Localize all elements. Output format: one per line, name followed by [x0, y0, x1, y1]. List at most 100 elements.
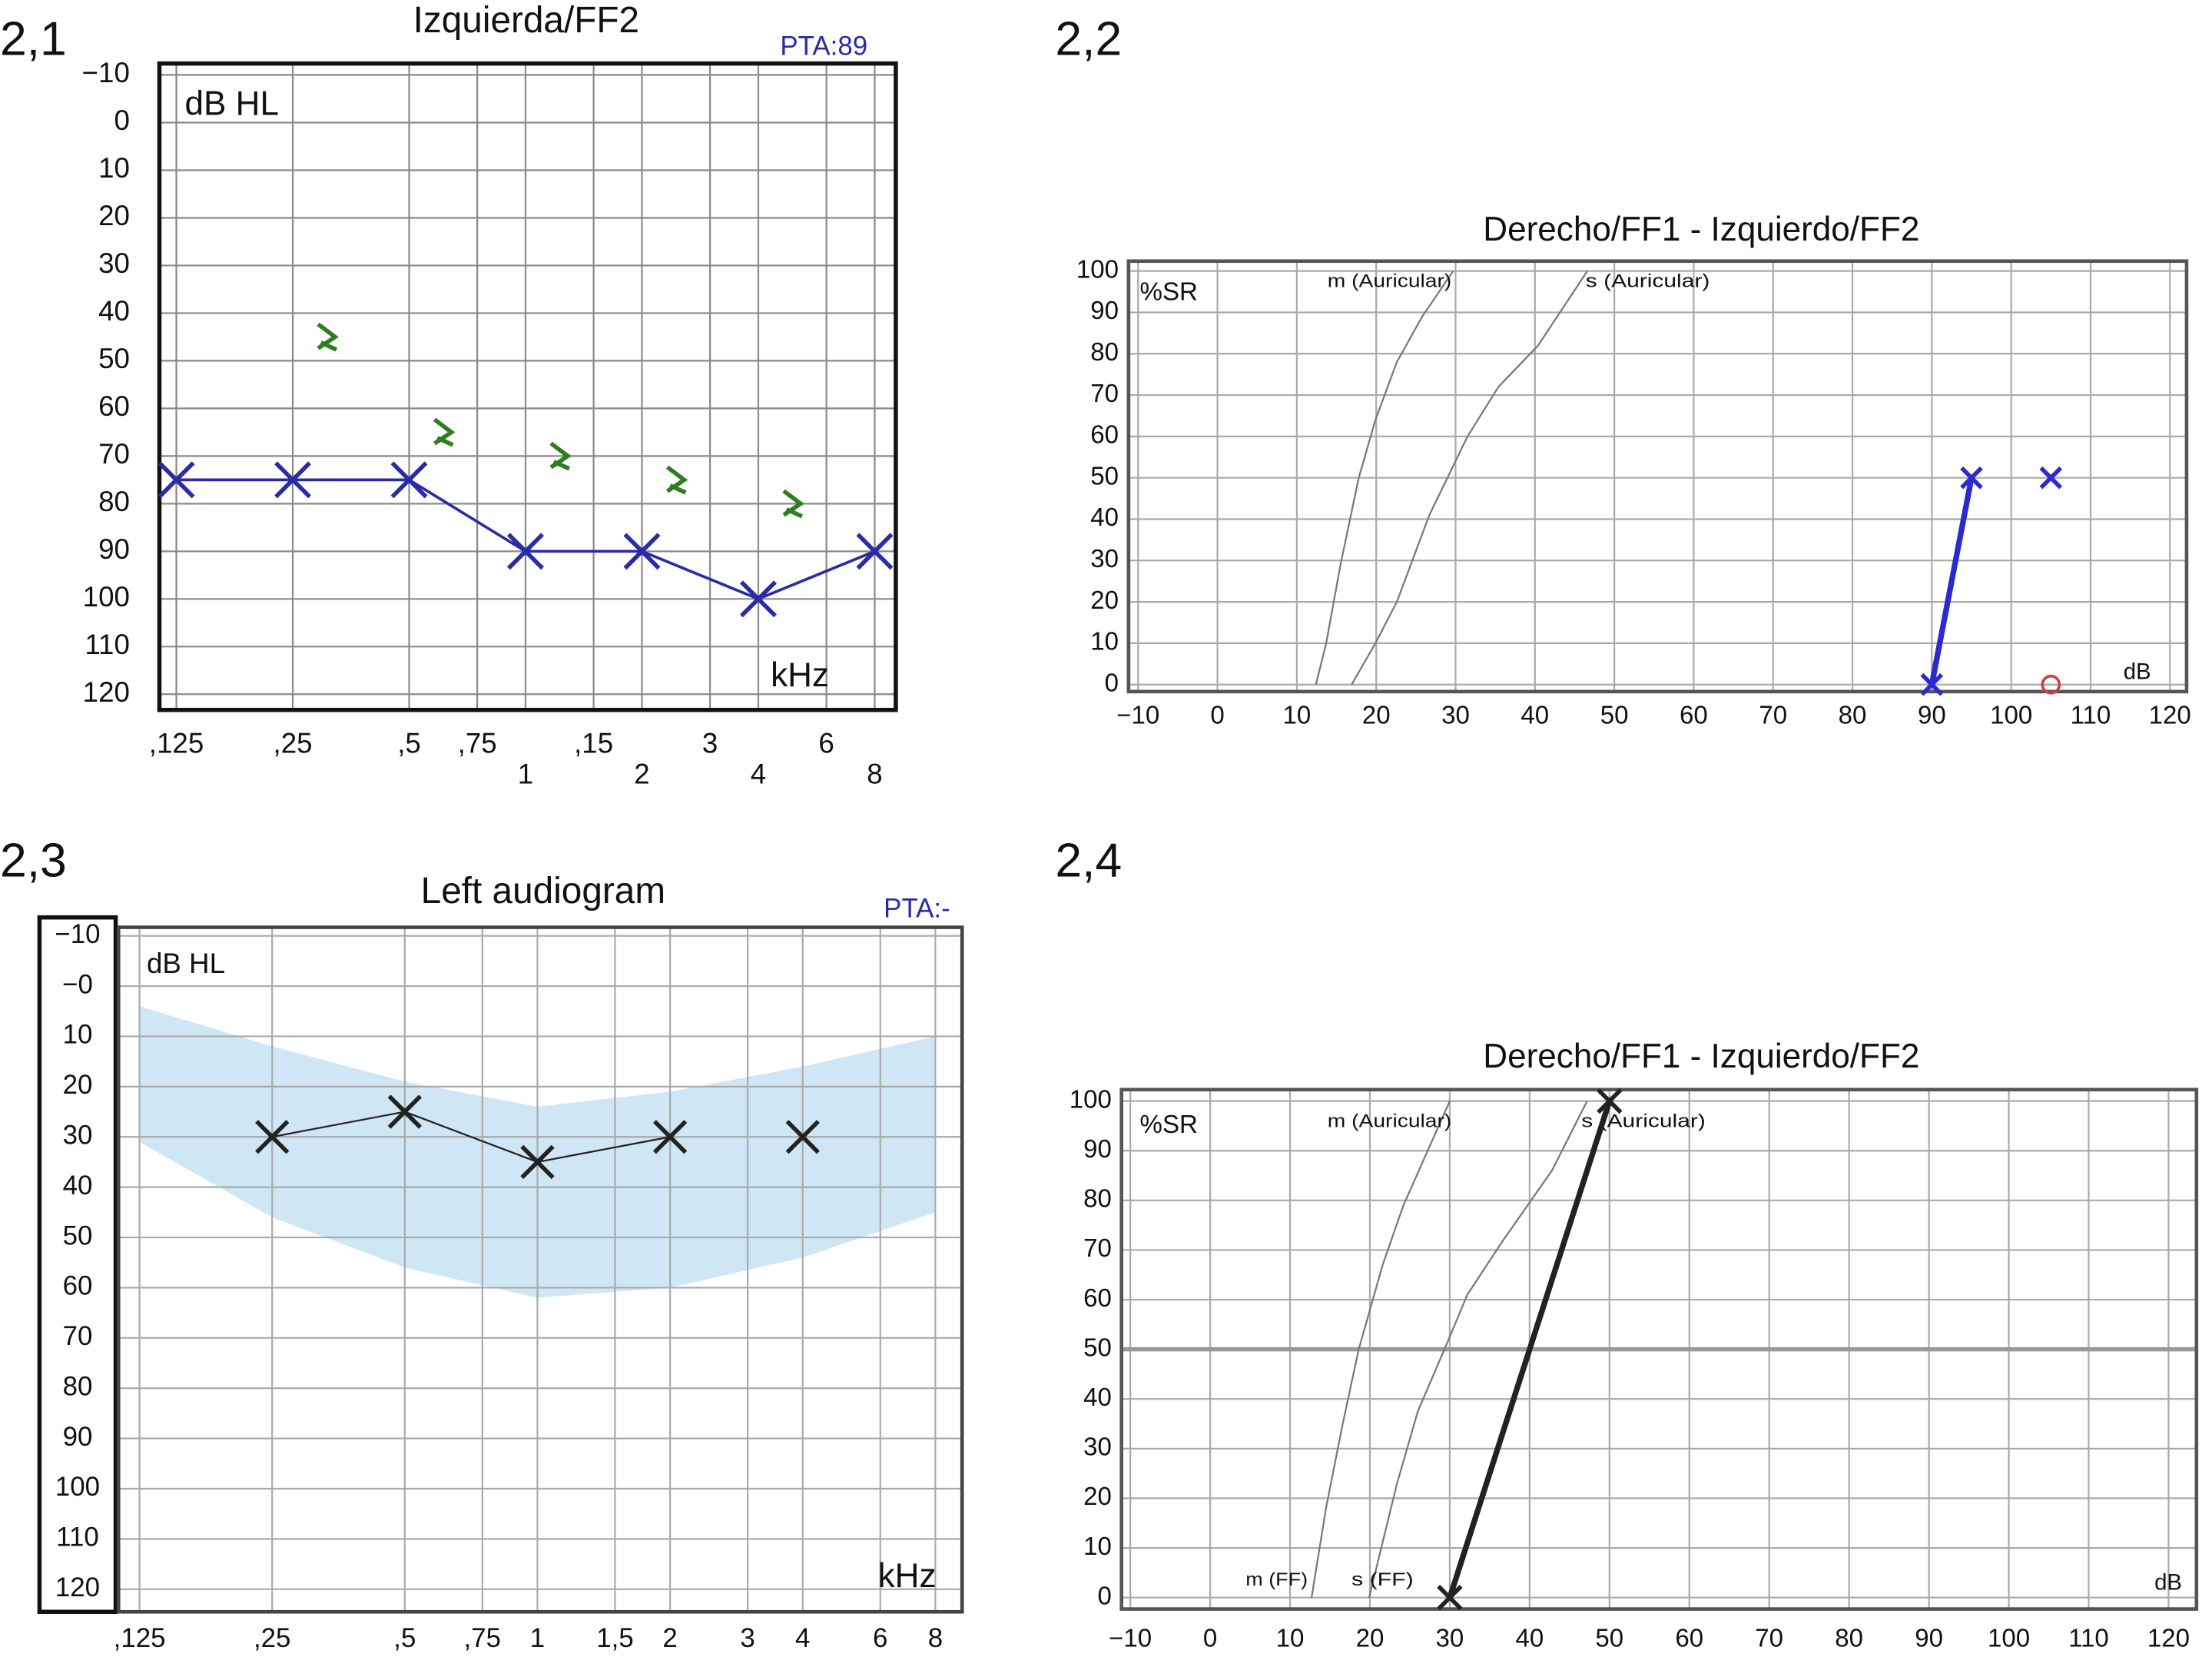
y-tick-label: 60	[63, 1271, 93, 1301]
x-marker	[652, 1120, 688, 1154]
panel-label: 2,1	[0, 12, 67, 66]
series-line	[1928, 477, 1975, 686]
y-tick-label: 40	[1083, 1383, 1112, 1412]
x-tick-label: 0	[1210, 702, 1224, 730]
y-tick-label: 30	[1083, 1433, 1112, 1462]
y-tick-label: 70	[1090, 380, 1119, 408]
y-tick-label: 60	[1090, 421, 1119, 450]
y-tick-label: 40	[1090, 503, 1119, 532]
y-tick-label: 110	[85, 629, 130, 660]
y-tick-label: 0	[1097, 1582, 1111, 1610]
x-axis-label: kHz	[771, 656, 829, 694]
x-tick-label: ,25	[274, 727, 313, 759]
bone-marker	[665, 465, 688, 495]
y-tick-label: 100	[1076, 255, 1119, 284]
chart-title: Derecho/FF1 - Izquierdo/FF2	[1483, 1038, 1919, 1075]
y-tick-label: 10	[98, 152, 130, 184]
x-tick-label: 1	[530, 1623, 545, 1653]
x-tick-label: ,5	[397, 727, 421, 759]
x-marker	[255, 1120, 290, 1154]
x-tick-label: 3	[740, 1623, 754, 1653]
x-tick-label: 60	[1680, 702, 1708, 730]
y-tick-label: 60	[1083, 1284, 1112, 1313]
x-marker	[390, 461, 428, 499]
panel-label: 2,4	[1055, 833, 1122, 887]
x-marker	[158, 461, 195, 499]
x-tick-label: 100	[1988, 1625, 2030, 1653]
y-tick-label: −10	[82, 57, 130, 88]
x-tick-label: 1	[518, 759, 533, 790]
plot-frame	[116, 925, 964, 1614]
x-tick-label: 2	[634, 759, 649, 790]
y-tick-label: 30	[1090, 545, 1119, 573]
y-axis-label: dB HL	[185, 85, 279, 122]
y-tick-label: 30	[98, 247, 130, 279]
bone-marker	[549, 441, 572, 471]
curve-label: m (Auricular)	[1328, 1111, 1452, 1131]
series-line	[1315, 271, 1454, 685]
y-tick-label: 50	[1090, 462, 1119, 490]
curve-label: s (FF)	[1351, 1569, 1414, 1590]
y-axis-label: %SR	[1140, 1111, 1198, 1139]
x-tick-label: 90	[1918, 702, 1946, 730]
x-tick-label: 10	[1283, 702, 1312, 730]
y-tick-label: −10	[55, 919, 100, 949]
x-marker	[274, 461, 312, 499]
x-tick-label: ,125	[114, 1623, 166, 1653]
chart-title: Izquierda/FF2	[413, 0, 639, 41]
x-tick-label: 10	[1276, 1625, 1305, 1653]
x-tick-label: 4	[751, 759, 766, 790]
x-tick-label: 1,5	[596, 1623, 633, 1653]
x-tick-label: 100	[1990, 702, 2032, 730]
x-axis-label: dB	[2124, 659, 2151, 685]
plot-frame	[1126, 259, 2189, 694]
y-tick-label: 110	[56, 1523, 99, 1552]
y-tick-label: 50	[1083, 1333, 1112, 1362]
y-tick-label: 90	[63, 1422, 93, 1452]
x-marker	[623, 533, 661, 570]
y-axis-label: dB HL	[147, 948, 225, 979]
series-line	[1447, 1100, 1613, 1599]
x-tick-label: 90	[1915, 1625, 1943, 1653]
x-tick-label: 70	[1755, 1625, 1783, 1653]
x-marker	[740, 580, 777, 618]
annotation: PTA:-	[884, 894, 950, 924]
x-marker	[1597, 1088, 1623, 1114]
x-tick-label: 50	[1595, 1625, 1623, 1653]
x-tick-label: 50	[1600, 702, 1629, 730]
circle-marker	[2041, 674, 2061, 695]
x-tick-label: ,5	[393, 1623, 416, 1653]
series-line	[1351, 271, 1588, 686]
x-tick-label: 40	[1521, 702, 1549, 730]
x-tick-label: 40	[1515, 1625, 1544, 1653]
x-tick-label: −10	[1109, 1625, 1152, 1653]
y-tick-label: 100	[1070, 1085, 1112, 1114]
y-tick-label: 20	[1083, 1483, 1112, 1511]
panel-label: 2,2	[1055, 12, 1122, 66]
y-tick-label: 60	[98, 390, 130, 422]
x-marker	[1960, 466, 1983, 490]
x-tick-label: 120	[2147, 1625, 2190, 1653]
y-tick-label: 40	[63, 1171, 93, 1200]
x-tick-label: 6	[873, 1623, 887, 1653]
y-tick-label: 100	[55, 1472, 100, 1502]
x-tick-label: 80	[1839, 702, 1867, 730]
x-tick-label: ,125	[149, 727, 204, 759]
y-axis-label: %SR	[1140, 278, 1198, 307]
x-marker	[856, 533, 894, 570]
curve-label: m (FF)	[1245, 1569, 1308, 1590]
chart-title: Derecho/FF1 - Izquierdo/FF2	[1483, 211, 1919, 248]
y-tick-label: 20	[98, 200, 130, 231]
x-tick-label: 2	[662, 1623, 677, 1653]
y-tick-label: 70	[1083, 1234, 1112, 1263]
y-tick-label: 90	[1083, 1135, 1112, 1164]
y-tick-label: 80	[98, 486, 130, 517]
y-tick-label: 0	[114, 105, 130, 136]
x-marker	[1437, 1585, 1463, 1611]
x-tick-label: 4	[795, 1623, 810, 1653]
series-line	[1368, 1101, 1588, 1598]
x-axis-label: kHz	[878, 1557, 937, 1595]
y-tick-label: 10	[1083, 1532, 1112, 1561]
series-line	[1310, 1101, 1451, 1598]
